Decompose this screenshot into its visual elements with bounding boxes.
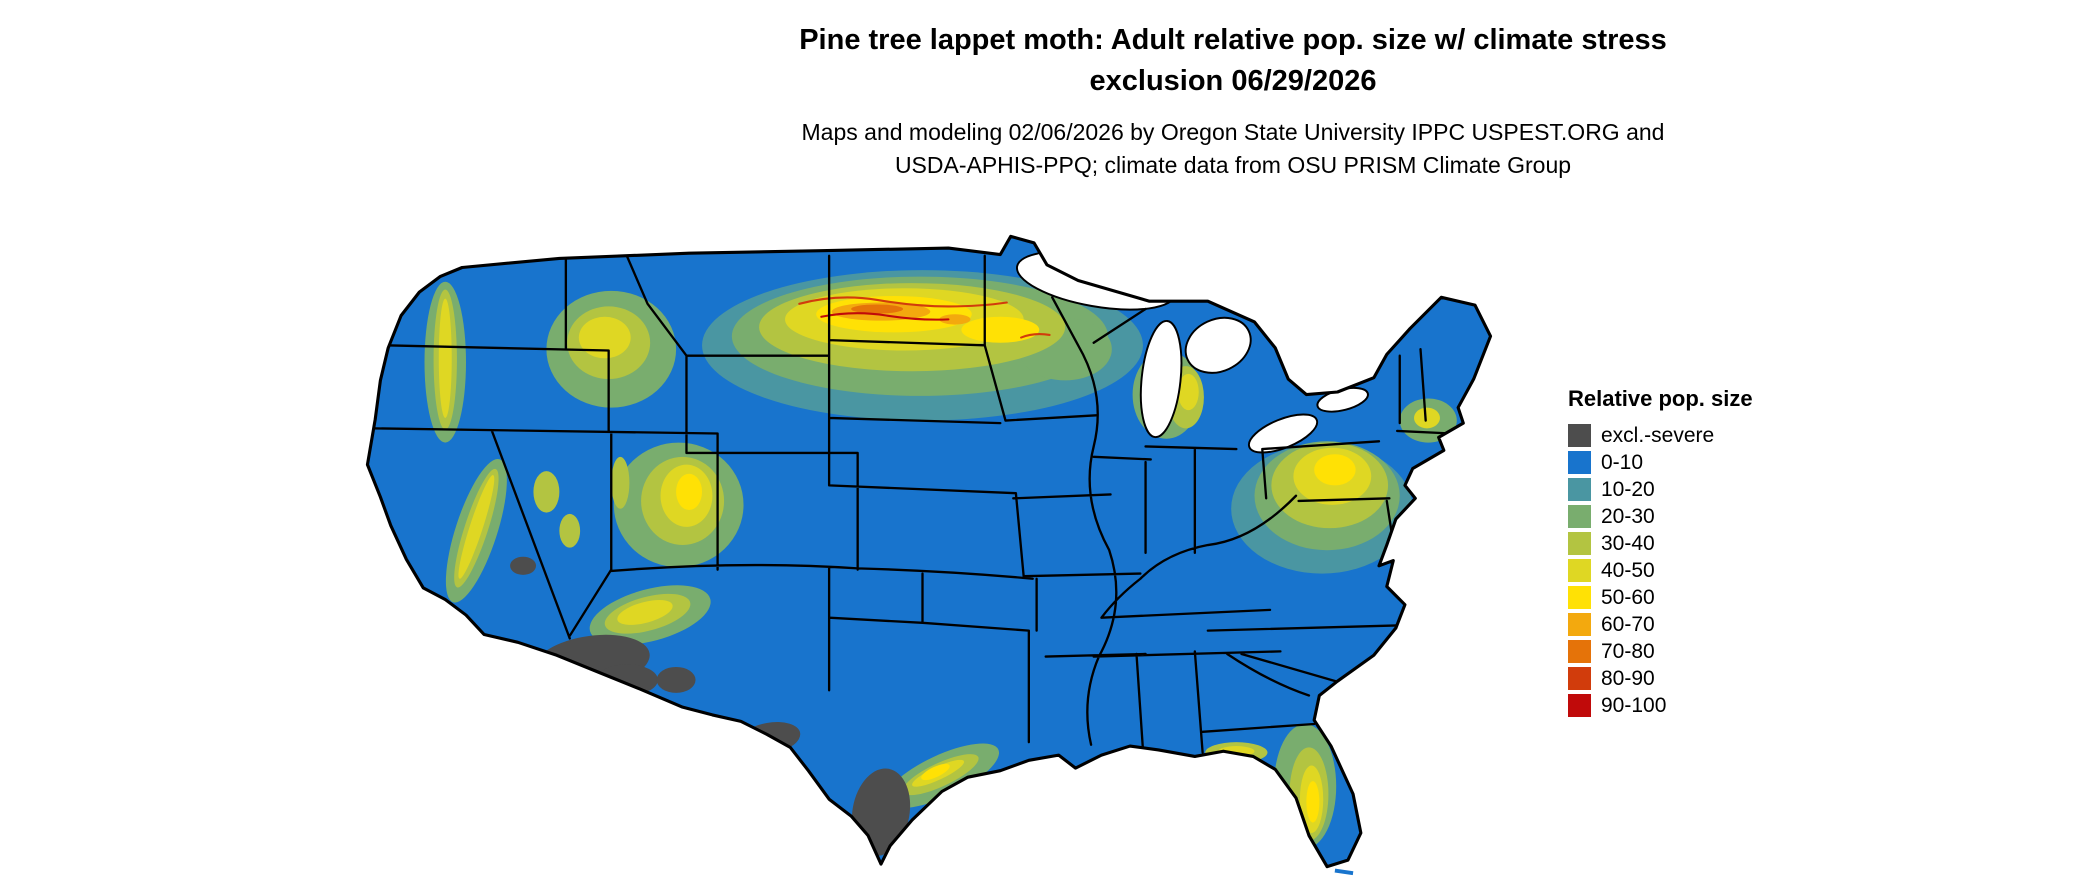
legend-label: 50-60 <box>1601 586 1655 609</box>
map-subtitle-line2: USDA-APHIS-PPQ; climate data from OSU PR… <box>894 152 1572 178</box>
legend-items: excl.-severe 0-10 10-20 20-30 30-40 40-50 50-6… <box>1568 424 1753 717</box>
us-outline-stroke <box>365 234 1493 869</box>
lake-huron <box>1184 316 1252 374</box>
legend-item: 60-70 <box>1568 613 1753 636</box>
legend-item: 0-10 <box>1568 451 1753 474</box>
florida-keys <box>1334 868 1354 876</box>
legend-label: 70-80 <box>1601 640 1655 663</box>
legend-label: 0-10 <box>1601 451 1644 474</box>
us-map-svg <box>365 234 1493 876</box>
legend-color-swatch <box>1568 505 1591 528</box>
legend-color-swatch <box>1568 694 1591 717</box>
legend-color-swatch <box>1568 559 1591 582</box>
state-borders <box>368 254 1453 754</box>
map-subtitle-line1: Maps and modeling 02/06/2026 by Oregon S… <box>801 119 1665 145</box>
legend-item: 90-100 <box>1568 694 1753 717</box>
legend-label: 30-40 <box>1601 532 1655 555</box>
legend-item: 10-20 <box>1568 478 1753 501</box>
legend-item: 30-40 <box>1568 532 1753 555</box>
lake-michigan <box>1139 319 1183 439</box>
contour-80-90 <box>798 296 1008 308</box>
map-title-line1: Pine tree lappet moth: Adult relative po… <box>799 24 1667 56</box>
legend-color-swatch <box>1568 478 1591 501</box>
legend-label: 90-100 <box>1601 694 1667 717</box>
high-density-contours <box>798 296 1051 339</box>
legend-label: 10-20 <box>1601 478 1655 501</box>
contour-80-90-small <box>1020 333 1051 339</box>
legend-title: Relative pop. size <box>1568 386 1753 411</box>
legend-item: 20-30 <box>1568 505 1753 528</box>
legend-color-swatch <box>1568 532 1591 555</box>
legend-color-swatch <box>1568 424 1591 447</box>
legend-item: 40-50 <box>1568 559 1753 582</box>
contour-90-100 <box>820 312 950 321</box>
map-legend: Relative pop. size excl.-severe 0-10 10-20… <box>1568 386 1753 721</box>
legend-color-swatch <box>1568 667 1591 690</box>
legend-item: 80-90 <box>1568 667 1753 690</box>
legend-label: 20-30 <box>1601 505 1655 528</box>
us-map-figure <box>300 226 1545 888</box>
figure-subtitle: Maps and modeling 02/06/2026 by Oregon S… <box>799 116 1667 182</box>
legend-label: 80-90 <box>1601 667 1655 690</box>
legend-color-swatch <box>1568 640 1591 663</box>
figure-header: Pine tree lappet moth: Adult relative po… <box>799 20 1667 182</box>
legend-label: 40-50 <box>1601 559 1655 582</box>
legend-label: 60-70 <box>1601 613 1655 636</box>
legend-color-swatch <box>1568 451 1591 474</box>
legend-label: excl.-severe <box>1601 424 1715 447</box>
map-title-line2: exclusion 06/29/2026 <box>1089 65 1377 97</box>
map-region-level-70-80 <box>851 304 904 314</box>
legend-color-swatch <box>1568 586 1591 609</box>
legend-item: excl.-severe <box>1568 424 1753 447</box>
legend-color-swatch <box>1568 613 1591 636</box>
legend-item: 50-60 <box>1568 586 1753 609</box>
legend-item: 70-80 <box>1568 640 1753 663</box>
